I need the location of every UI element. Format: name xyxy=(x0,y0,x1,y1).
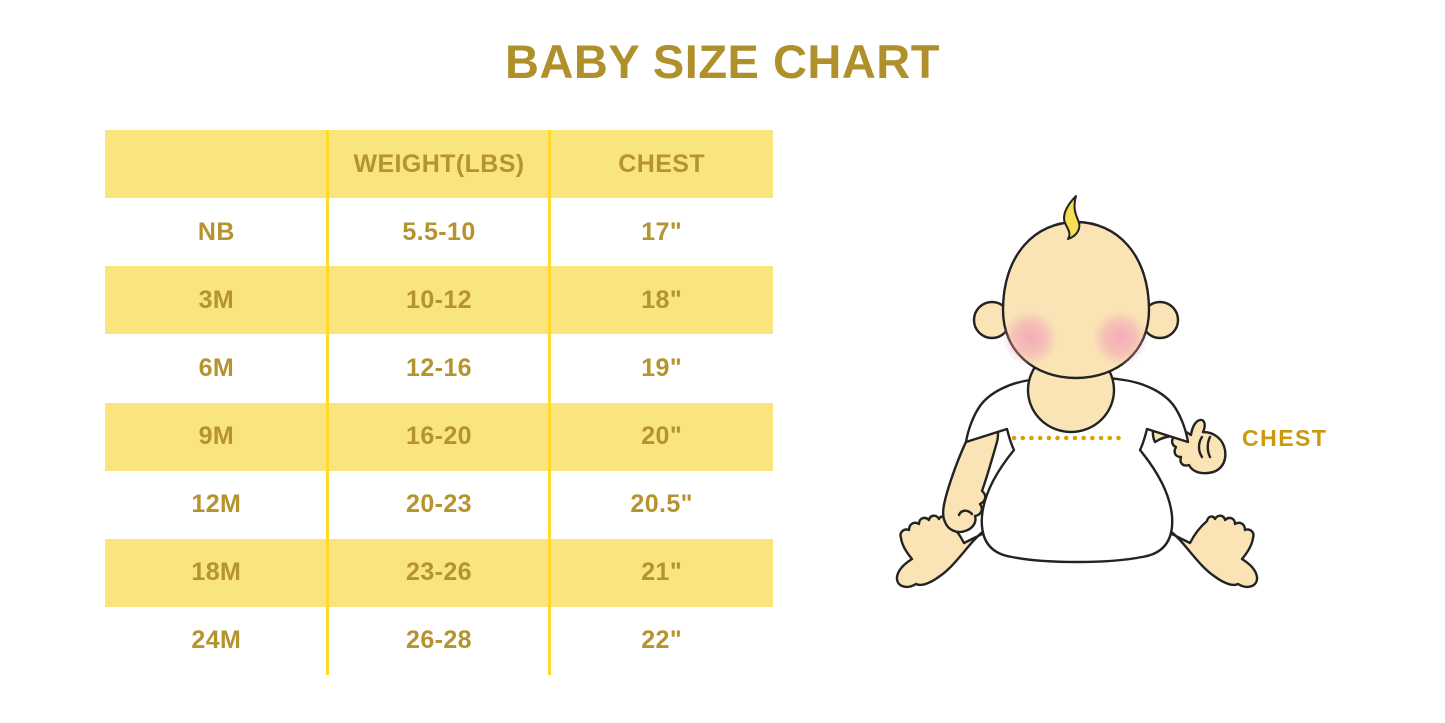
chest-cell: 19" xyxy=(641,353,683,382)
table-row: 3M 10-12 18" xyxy=(105,266,773,335)
baby-illustration: CHEST xyxy=(895,195,1327,588)
size-cell: NB xyxy=(197,217,235,246)
chest-cell: 20" xyxy=(641,422,683,451)
chest-cell: 18" xyxy=(641,285,683,314)
column-divider-1 xyxy=(326,130,329,675)
column-divider-2 xyxy=(548,130,551,675)
size-cell: 6M xyxy=(198,353,235,382)
weight-cell: 10-12 xyxy=(406,285,472,314)
size-cell: 12M xyxy=(191,490,242,519)
size-cell: 24M xyxy=(191,626,242,655)
chest-cell: 21" xyxy=(641,558,683,587)
table-header-row: WEIGHT(LBS) CHEST xyxy=(105,130,773,199)
chest-label: CHEST xyxy=(1242,425,1327,451)
header-cell-weight: WEIGHT(LBS) xyxy=(353,149,525,178)
weight-cell: 16-20 xyxy=(406,422,472,451)
right-cheek xyxy=(1092,310,1148,366)
size-table: WEIGHT(LBS) CHEST NB 5.5-10 17" 3M 10-12… xyxy=(105,130,773,675)
table-row: NB 5.5-10 17" xyxy=(105,198,773,267)
size-cell: 18M xyxy=(191,558,242,587)
table-row: 18M 23-26 21" xyxy=(105,538,773,607)
size-cell: 9M xyxy=(198,422,235,451)
size-cell: 3M xyxy=(198,285,235,314)
header-cell-chest: CHEST xyxy=(618,149,706,178)
fist-finger-line-1 xyxy=(1197,435,1204,459)
weight-cell: 12-16 xyxy=(406,353,472,382)
weight-cell: 20-23 xyxy=(406,490,472,519)
weight-cell: 23-26 xyxy=(406,558,472,587)
hair-curl xyxy=(1063,195,1081,240)
table-row: 9M 16-20 20" xyxy=(105,402,773,471)
baby-onesie xyxy=(964,375,1190,564)
weight-cell: 26-28 xyxy=(406,626,472,655)
chest-cell: 22" xyxy=(641,626,683,655)
chest-cell: 17" xyxy=(641,217,683,246)
chest-cell: 20.5" xyxy=(630,490,693,519)
left-cheek xyxy=(1002,310,1058,366)
baby-left-arm xyxy=(941,420,1000,534)
left-hand-finger-line xyxy=(957,509,974,517)
fist-finger-line-2 xyxy=(1206,435,1212,459)
weight-cell: 5.5-10 xyxy=(402,217,476,246)
table-row: 6M 12-16 19" xyxy=(105,334,773,403)
table-row: 12M 20-23 20.5" xyxy=(105,470,773,539)
table-row: 24M 26-28 22" xyxy=(105,606,773,675)
page-title: BABY SIZE CHART xyxy=(505,35,940,88)
